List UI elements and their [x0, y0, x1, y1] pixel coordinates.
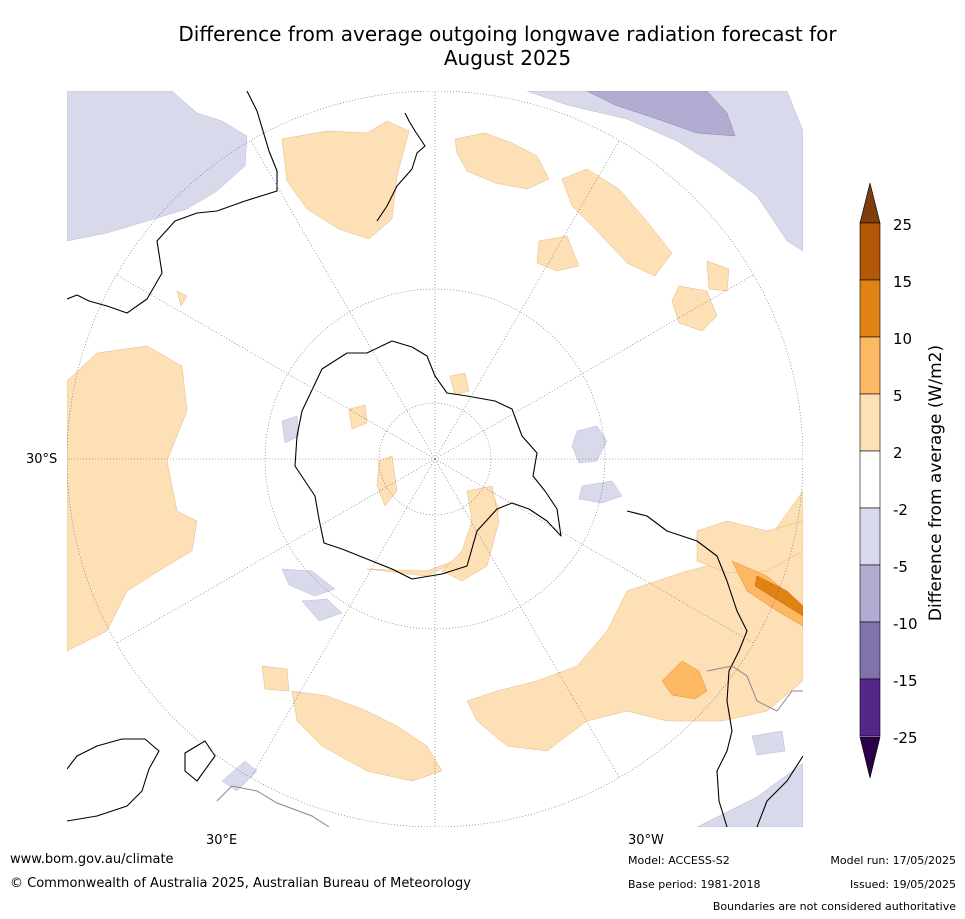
footer-copyright: © Commonwealth of Australia 2025, Austra… — [10, 876, 471, 891]
polar-map — [67, 91, 803, 827]
south-america-east-coastline — [756, 755, 803, 827]
colorbar-label: Difference from average (W/m2) — [926, 344, 946, 622]
colorbar-segment — [859, 279, 881, 338]
graticule — [67, 91, 803, 827]
footer-model-run: Model run: 17/05/2025 — [830, 854, 956, 867]
colorbar-tick: -10 — [893, 615, 918, 633]
colorbar-tick: -25 — [893, 729, 918, 747]
footer-issued: Issued: 19/05/2025 — [849, 878, 956, 891]
colorbar-segments — [859, 222, 881, 737]
footer-base-period: Base period: 1981-2018 — [628, 878, 761, 891]
country-boundaries — [216, 665, 803, 827]
colorbar-tick: 10 — [893, 330, 913, 348]
new-zealand-coastline — [376, 112, 426, 222]
antarctica-coastline — [294, 340, 562, 580]
colorbar-segment — [859, 678, 881, 737]
colorbar-segment — [859, 621, 881, 680]
colorbar — [859, 182, 881, 779]
madagascar-coastline — [184, 740, 216, 782]
colorbar-tick: 15 — [893, 273, 913, 291]
colorbar-segment — [859, 450, 881, 509]
coastlines — [67, 91, 803, 827]
strong-negative-region — [586, 91, 736, 137]
title-line-1: Difference from average outgoing longwav… — [178, 22, 837, 46]
colorbar-segment — [859, 336, 881, 395]
africa-coastline — [67, 738, 160, 822]
positive-anomaly-regions — [67, 120, 803, 782]
strongest-positive-region — [754, 575, 803, 617]
lon-label-30e: 30°E — [206, 833, 238, 848]
footer-url[interactable]: www.bom.gov.au/climate — [10, 852, 174, 867]
colorbar-tick: -2 — [893, 501, 908, 519]
chart-title: Difference from average outgoing longwav… — [100, 22, 915, 70]
colorbar-tick: 5 — [893, 387, 903, 405]
colorbar-segment — [859, 507, 881, 566]
colorbar-tick: -5 — [893, 558, 908, 576]
colorbar-tick: -15 — [893, 672, 918, 690]
colorbar-tick: 2 — [893, 444, 903, 462]
lat-label-30s: 30°S — [26, 452, 58, 467]
negative-anomaly-regions — [67, 91, 803, 827]
lon-label-30w: 30°W — [628, 833, 664, 848]
footer-disclaimer: Boundaries are not considered authoritat… — [712, 900, 956, 913]
colorbar-min-extension — [859, 736, 881, 779]
australia-west-coastline — [67, 91, 278, 314]
colorbar-tick: 25 — [893, 216, 913, 234]
colorbar-segment — [859, 222, 881, 281]
title-line-2: August 2025 — [443, 46, 572, 70]
footer-model: Model: ACCESS-S2 — [628, 854, 730, 867]
colorbar-max-extension — [859, 182, 881, 224]
colorbar-segment — [859, 393, 881, 452]
south-america-coastline — [626, 510, 748, 827]
colorbar-segment — [859, 564, 881, 623]
